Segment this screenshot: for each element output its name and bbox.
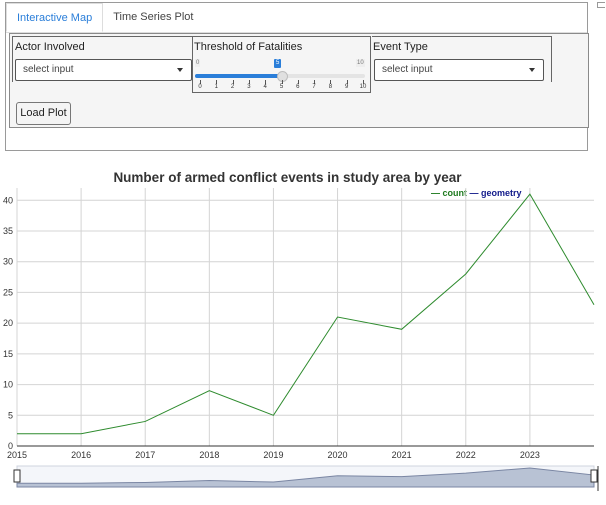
- slider-tick: [216, 80, 218, 84]
- slider-min-label: 0: [195, 59, 201, 67]
- slider-tick-label: 4: [263, 84, 267, 90]
- event-label: Event Type: [373, 41, 428, 53]
- legend-geometry: geometry: [481, 188, 522, 198]
- tab-interactive-map[interactable]: Interactive Map: [6, 3, 104, 32]
- navigator-area: [16, 467, 595, 488]
- navigator-background: [16, 465, 595, 488]
- y-tick-label: 20: [3, 318, 13, 328]
- chart-axes: 0 5 10 15 20 25 30 35 40 2015 2016 2017 2018 2019 2020…: [3, 195, 594, 460]
- chart-title: Number of armed conflict events in study…: [113, 170, 462, 185]
- load-plot-button[interactable]: Load Plot: [16, 102, 71, 125]
- chart-grid: [16, 188, 594, 447]
- chart-series: [17, 193, 595, 435]
- slider-tick-label: 2: [230, 84, 235, 90]
- slider-tick-label: 3: [247, 84, 251, 90]
- y-tick-label: 5: [8, 410, 13, 420]
- slider-tick: [281, 80, 283, 84]
- navigator-right-handle: [590, 469, 598, 483]
- navigator-left-handle: [13, 469, 21, 483]
- slider-tick-label: 10: [359, 84, 367, 90]
- slider-tick-label: 5: [279, 84, 284, 90]
- slider-tick-label: 7: [312, 84, 316, 90]
- slider-tick: [330, 80, 332, 84]
- slider-tick: [232, 80, 234, 84]
- x-tick-label: 2019: [263, 450, 283, 460]
- x-tick-label: 2022: [456, 450, 476, 460]
- slider-tick: [297, 80, 299, 84]
- slider-tick-label: 9: [345, 84, 349, 90]
- x-tick-label: 2018: [199, 450, 219, 460]
- range-navigator: [13, 465, 599, 491]
- slider-tick-label: 0: [198, 84, 202, 90]
- actor-control-group: Actor Involved select input: [12, 36, 195, 82]
- slider-value-label: 5: [274, 59, 282, 68]
- y-tick-label: 10: [3, 380, 13, 390]
- slider-tick-label: 6: [296, 84, 300, 90]
- slider-tick-label: 1: [214, 84, 218, 90]
- actor-label: Actor Involved: [15, 41, 85, 53]
- actor-select[interactable]: select input: [15, 59, 192, 81]
- slider-tick: [265, 80, 267, 84]
- slider-tick: [248, 80, 250, 84]
- x-tick-label: 2023: [520, 450, 540, 460]
- slider-fill: [195, 74, 282, 78]
- slider-max-label: 10: [356, 59, 365, 67]
- x-tick-label: 2020: [328, 450, 348, 460]
- chevron-down-icon: [529, 68, 535, 72]
- x-tick-label: 2016: [71, 450, 91, 460]
- y-tick-label: 40: [3, 195, 13, 205]
- legend-geometry-line: —: [469, 188, 479, 198]
- y-tick-label: 25: [3, 287, 13, 297]
- tab-bar: Interactive Map Time Series Plot: [6, 3, 204, 33]
- x-tick-label: 2021: [392, 450, 412, 460]
- window-corner-mark: [597, 2, 605, 8]
- slider-tick: [346, 80, 348, 84]
- threshold-control-group: Threshold of Fatalities 0 10 5 0 1 2 3 4 5 6 7 8…: [192, 36, 371, 93]
- x-tick-label: 2017: [135, 450, 155, 460]
- slider-tick-label: 8: [328, 84, 333, 90]
- y-tick-label: 0: [8, 441, 13, 451]
- event-type-select[interactable]: select input: [374, 59, 544, 81]
- input-form: Actor Involved select input Threshold of…: [9, 33, 589, 128]
- x-tick-label: 2015: [7, 450, 27, 460]
- y-tick-label: 35: [3, 226, 13, 236]
- slider-tick: [314, 80, 316, 84]
- legend-count: count: [442, 188, 468, 198]
- chevron-down-icon: [177, 68, 183, 72]
- y-tick-label: 15: [3, 349, 13, 359]
- threshold-label: Threshold of Fatalities: [194, 41, 303, 53]
- tab-divider: [6, 32, 587, 33]
- event-select-value: select input: [382, 64, 433, 75]
- y-tick-label: 30: [3, 257, 13, 267]
- slider-tick: [363, 80, 364, 84]
- slider-tick: [200, 80, 201, 84]
- series-line-count: [17, 193, 595, 435]
- chart-legend: — count — geometry: [431, 188, 522, 198]
- tab-time-series-plot[interactable]: Time Series Plot: [113, 11, 194, 23]
- actor-select-value: select input: [23, 64, 74, 75]
- control-panel: Interactive Map Time Series Plot Actor I…: [5, 2, 589, 151]
- event-control-group: Event Type select input: [372, 36, 552, 82]
- legend-count-line: —: [431, 188, 440, 198]
